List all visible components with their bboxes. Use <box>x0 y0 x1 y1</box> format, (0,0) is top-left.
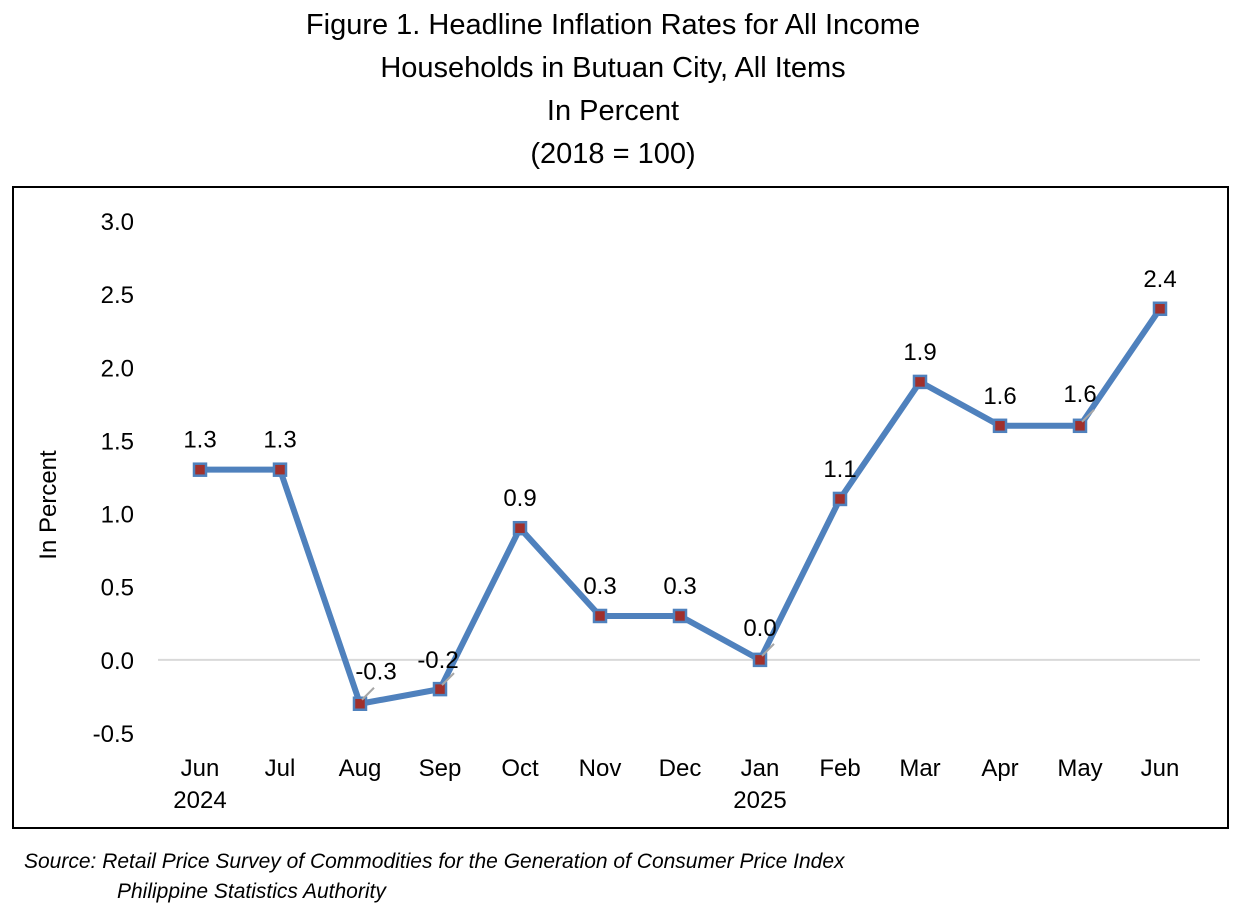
x-tick-year-label: 2025 <box>733 787 786 814</box>
chart-frame <box>12 186 1229 829</box>
y-tick-label: 3.0 <box>101 209 134 236</box>
data-label: 0.3 <box>663 573 696 600</box>
data-point-marker <box>1152 301 1168 317</box>
chart-title: Figure 1. Headline Inflation Rates for A… <box>0 4 1226 176</box>
data-point-marker <box>752 652 768 668</box>
data-label: 1.3 <box>263 427 296 454</box>
title-line-3: In Percent <box>546 95 680 127</box>
y-tick-label: 0.5 <box>101 575 134 602</box>
label-leader-line <box>361 687 375 701</box>
label-leaders <box>361 409 1095 701</box>
y-axis-label: In Percent <box>35 450 62 560</box>
y-tick-label: 1.5 <box>101 428 134 455</box>
x-tick-label: May <box>1057 755 1102 782</box>
data-label: 2.4 <box>1143 266 1176 293</box>
y-tick-label: 1.0 <box>101 502 134 529</box>
x-tick-label: Jan <box>741 755 780 782</box>
data-point-marker <box>352 696 368 711</box>
data-point-marker <box>512 520 528 536</box>
x-tick-label: Nov <box>579 755 622 782</box>
y-axis-ticks: 3.0 2.5 2.0 1.5 1.0 0.5 0.0 -0.5 <box>93 209 134 748</box>
data-point-marker <box>912 374 928 390</box>
data-point-marker <box>272 462 288 477</box>
data-point-marker <box>832 491 848 507</box>
y-tick-label: 2.0 <box>101 355 134 382</box>
data-point-marker <box>192 462 208 477</box>
series-line <box>197 305 1163 707</box>
source-line-1: Source: Retail Price Survey of Commoditi… <box>24 850 845 873</box>
data-label: 1.6 <box>1063 381 1096 408</box>
data-label: 1.3 <box>183 427 216 454</box>
source-line-2: Philippine Statistics Authority <box>117 880 386 903</box>
data-point-marker <box>992 418 1008 434</box>
title-line-2: Households in Butuan City, All Items <box>380 52 846 84</box>
data-label: 0.3 <box>583 573 616 600</box>
label-leader-line <box>441 672 455 686</box>
x-tick-label: Oct <box>501 755 539 782</box>
data-label: 1.9 <box>903 339 936 366</box>
data-labels: 1.3 1.3 -0.3 -0.2 0.9 0.3 0.3 0.0 1.1 1.9 1.6 1.6 2.… <box>183 266 1176 686</box>
data-label: 0.9 <box>503 485 536 512</box>
data-label: 1.6 <box>983 383 1016 410</box>
title-line-4: (2018 = 100) <box>530 138 696 170</box>
y-tick-label: 2.5 <box>101 282 134 309</box>
x-tick-label: Jun <box>181 755 220 782</box>
data-point-marker <box>592 608 608 624</box>
x-tick-label: Feb <box>819 755 860 782</box>
data-label: 0.0 <box>743 615 776 642</box>
series-markers <box>192 301 1168 711</box>
data-label: -0.3 <box>355 659 396 686</box>
x-axis-ticks: Jun 2024 Jul Aug Sep Oct Nov Dec Jan 2025 Feb Mar Ap… <box>173 755 1179 814</box>
x-tick-label: Jul <box>265 755 296 782</box>
y-tick-label: 0.0 <box>101 648 134 675</box>
y-tick-label: -0.5 <box>93 721 134 748</box>
data-label: 1.1 <box>823 456 856 483</box>
x-tick-label: Aug <box>339 755 382 782</box>
data-point-marker <box>1072 418 1088 434</box>
label-leader-line <box>1081 409 1095 423</box>
x-tick-year-label: 2024 <box>173 787 226 814</box>
title-line-1: Figure 1. Headline Inflation Rates for A… <box>305 9 921 41</box>
x-tick-label: Apr <box>981 755 1018 782</box>
x-tick-label: Jun <box>1141 755 1180 782</box>
x-tick-label: Sep <box>419 755 462 782</box>
x-tick-label: Dec <box>659 755 702 782</box>
x-tick-label: Mar <box>899 755 940 782</box>
data-point-marker <box>672 608 688 624</box>
label-leader-line <box>761 643 775 657</box>
data-point-marker <box>432 681 448 697</box>
source-note: Source: Retail Price Survey of Commoditi… <box>24 847 845 907</box>
data-label: -0.2 <box>417 647 458 674</box>
